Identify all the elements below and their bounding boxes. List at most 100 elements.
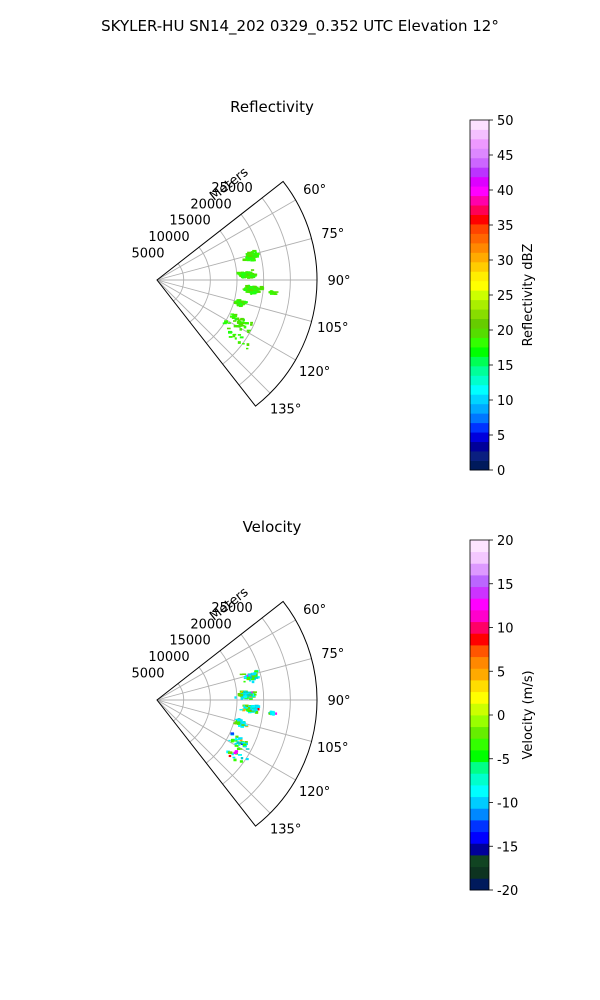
radar-gate xyxy=(243,676,248,679)
colorbar-segment xyxy=(470,148,489,159)
colorbar-segment xyxy=(470,337,489,348)
colorbar-segment xyxy=(470,726,489,739)
radar-gate xyxy=(232,334,236,338)
colorbar-segment xyxy=(470,610,489,623)
radar-gate xyxy=(244,745,247,748)
radar-gate xyxy=(253,275,257,277)
radar-gate xyxy=(244,741,248,744)
azimuth-spoke xyxy=(156,238,312,281)
radar-gate xyxy=(242,743,247,747)
radar-gate xyxy=(243,680,246,683)
radar-gate xyxy=(247,255,252,258)
range-ring xyxy=(238,617,291,806)
radar-gate xyxy=(253,710,256,713)
colorbar-segment xyxy=(470,586,489,599)
azimuth-spoke xyxy=(156,279,312,322)
radar-gate xyxy=(253,288,257,291)
colorbar-segment xyxy=(470,157,489,168)
radar-gate xyxy=(247,286,250,289)
colorbar-segment xyxy=(470,375,489,386)
radar-gate xyxy=(233,315,238,318)
colorbar-segment xyxy=(470,878,489,891)
radar-gate xyxy=(224,320,228,324)
radar-gate xyxy=(251,693,255,696)
radar-gate xyxy=(237,722,241,725)
radar-gate xyxy=(236,325,241,328)
range-tick-label: 5000 xyxy=(131,667,164,682)
radar-gate xyxy=(239,739,243,742)
radar-gate xyxy=(228,754,232,758)
radar-gate xyxy=(253,672,257,675)
radar-gate xyxy=(237,320,242,324)
azimuth-spoke xyxy=(156,279,296,361)
radar-gate xyxy=(242,708,246,712)
radar-gate xyxy=(246,347,249,350)
radar-gate xyxy=(253,674,256,677)
colorbar-segment xyxy=(470,233,489,244)
colorbar-segment xyxy=(470,680,489,693)
colorbar-segment xyxy=(470,715,489,728)
radar-gate xyxy=(250,708,256,711)
radar-gate xyxy=(236,303,239,306)
colorbar-segment xyxy=(470,422,489,433)
radar-gate xyxy=(233,751,238,755)
radar-gate xyxy=(247,692,250,695)
colorbar-segment xyxy=(470,738,489,751)
radar-gate xyxy=(249,286,253,290)
radar-gate xyxy=(239,673,244,676)
radar-gate xyxy=(249,677,253,680)
colorbar-segment xyxy=(470,224,489,234)
radar-gate xyxy=(241,321,245,325)
radar-gate xyxy=(239,336,244,339)
sector-outline xyxy=(156,600,318,827)
radar-gate xyxy=(237,299,241,302)
radar-gate xyxy=(251,259,256,262)
colorbar-tick-label: 5 xyxy=(497,429,505,444)
radar-gate xyxy=(252,290,258,294)
azimuth-tick-label: 105° xyxy=(317,321,348,336)
radar-gate xyxy=(247,694,252,697)
radar-gate xyxy=(246,329,251,332)
colorbar-segment xyxy=(470,441,489,452)
radar-gate xyxy=(246,343,250,346)
radar-gate xyxy=(253,708,258,711)
colorbar-segment xyxy=(470,356,489,367)
radar-gate xyxy=(230,738,235,741)
azimuth-spoke xyxy=(156,619,296,701)
colorbar-tick-label: 10 xyxy=(497,394,514,409)
radar-gate xyxy=(241,692,245,696)
range-tick-label: 5000 xyxy=(131,247,164,262)
colorbar-segment xyxy=(470,120,489,130)
sector-outline xyxy=(156,180,318,407)
azimuth-spoke xyxy=(156,279,271,394)
colorbar-label: Reflectivity dBZ xyxy=(521,244,536,347)
radar-gate xyxy=(235,735,239,738)
radar-gate xyxy=(248,272,252,276)
colorbar-segment xyxy=(470,280,489,291)
colorbar-tick-label: -20 xyxy=(497,884,518,899)
radar-gate xyxy=(232,756,236,759)
radar-gate xyxy=(247,291,250,293)
radar-gate xyxy=(250,321,254,324)
radar-gate xyxy=(228,331,233,333)
range-ring xyxy=(238,197,291,386)
colorbar-segment xyxy=(470,394,489,405)
radar-gate xyxy=(248,674,252,678)
radar-gate xyxy=(234,696,237,699)
range-tick-label: 15000 xyxy=(169,634,210,649)
radar-gate xyxy=(239,321,244,323)
radar-gate xyxy=(249,697,253,700)
range-tick-label: 15000 xyxy=(169,214,210,229)
colorbar-segment xyxy=(470,403,489,414)
colorbar-tick-label: 15 xyxy=(497,359,514,374)
colorbar-tick-label: 0 xyxy=(497,464,505,479)
radar-gate xyxy=(233,313,238,316)
radar-gate xyxy=(256,290,261,293)
colorbar-segment xyxy=(470,252,489,263)
radar-gate xyxy=(226,327,231,330)
range-ring xyxy=(189,246,211,323)
radar-gate xyxy=(250,292,256,295)
radar-gate xyxy=(222,322,227,325)
radar-gate xyxy=(271,712,275,715)
radar-gate xyxy=(249,288,253,292)
